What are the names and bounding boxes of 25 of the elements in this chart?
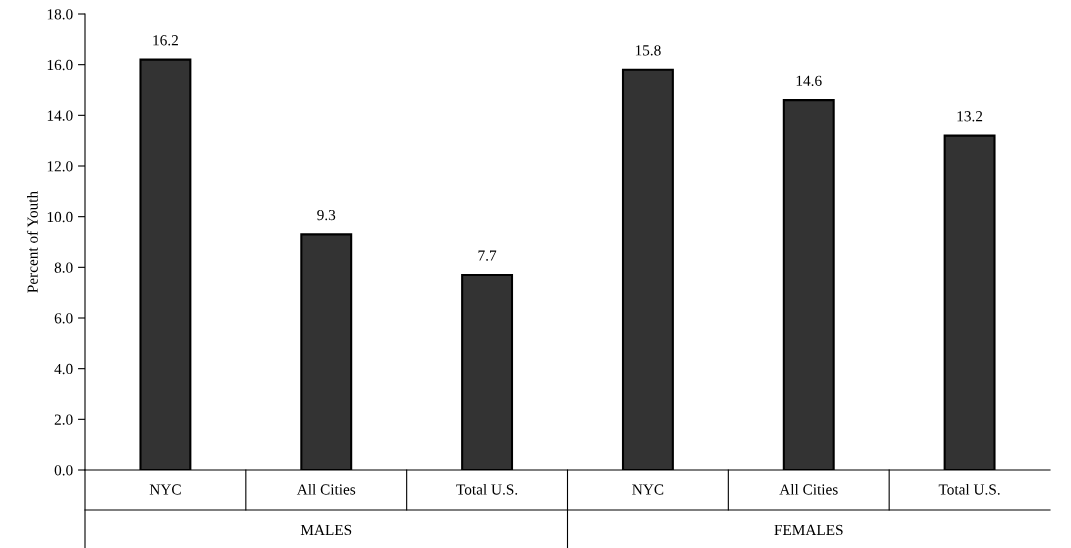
y-tick-label: 16.0	[47, 59, 73, 71]
y-tick-label: 0.0	[54, 465, 73, 476]
text: FEMALES	[774, 524, 843, 536]
y-tick-label: 12.0	[47, 161, 73, 172]
x-tick-label: Total U.S.	[456, 483, 518, 495]
y-tick-label: 4.0	[54, 363, 73, 375]
y-tick-label: 18.0	[47, 9, 73, 20]
data-label: 9.3	[317, 209, 336, 221]
x-tick-label: NYC	[149, 484, 181, 495]
data-label: 13.2	[957, 111, 983, 122]
x-tick-label: All Cities	[296, 483, 356, 495]
y-tick-label: 8.0	[54, 262, 73, 273]
y-axis-title: Percent of Youth	[26, 191, 38, 293]
y-tick-label: 2.0	[54, 414, 73, 425]
y-tick-label: 14.0	[47, 110, 73, 121]
data-label: 15.8	[635, 45, 661, 56]
data-label: 16.2	[153, 35, 178, 46]
y-tick-label: 6.0	[54, 313, 73, 324]
data-label: 14.6	[796, 75, 822, 86]
y-tick-label: 10.0	[47, 211, 73, 223]
data-label: 7.7	[478, 250, 497, 261]
x-tick-label: All Cities	[779, 483, 838, 495]
text: MALES	[300, 524, 352, 536]
x-tick-label: NYC	[632, 484, 664, 495]
x-tick-label: Total U.S.	[938, 483, 1000, 495]
